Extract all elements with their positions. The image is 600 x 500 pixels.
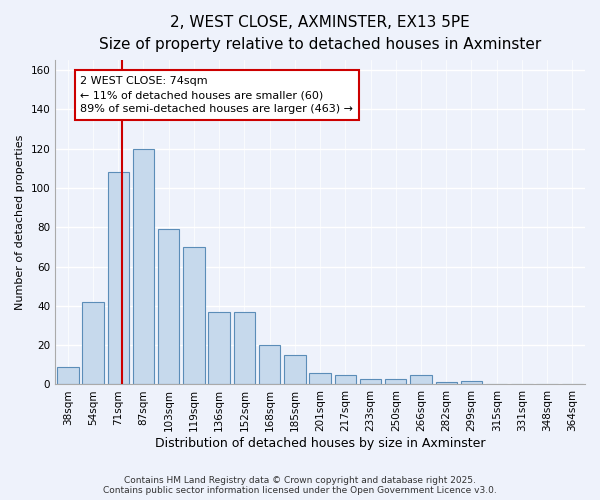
Y-axis label: Number of detached properties: Number of detached properties <box>15 134 25 310</box>
Bar <box>410 374 432 384</box>
Bar <box>436 382 457 384</box>
Bar <box>107 172 129 384</box>
Bar <box>310 372 331 384</box>
Bar <box>158 230 179 384</box>
Bar <box>335 374 356 384</box>
Text: 2 WEST CLOSE: 74sqm
← 11% of detached houses are smaller (60)
89% of semi-detach: 2 WEST CLOSE: 74sqm ← 11% of detached ho… <box>80 76 353 114</box>
Bar <box>284 355 305 384</box>
Bar <box>57 367 79 384</box>
Title: 2, WEST CLOSE, AXMINSTER, EX13 5PE
Size of property relative to detached houses : 2, WEST CLOSE, AXMINSTER, EX13 5PE Size … <box>99 15 541 52</box>
Text: Contains HM Land Registry data © Crown copyright and database right 2025.
Contai: Contains HM Land Registry data © Crown c… <box>103 476 497 495</box>
Bar <box>183 247 205 384</box>
Bar <box>133 148 154 384</box>
Bar <box>233 312 255 384</box>
Bar <box>360 378 381 384</box>
Bar <box>385 378 406 384</box>
X-axis label: Distribution of detached houses by size in Axminster: Distribution of detached houses by size … <box>155 437 485 450</box>
Bar <box>259 345 280 385</box>
Bar <box>208 312 230 384</box>
Bar <box>82 302 104 384</box>
Bar <box>461 380 482 384</box>
